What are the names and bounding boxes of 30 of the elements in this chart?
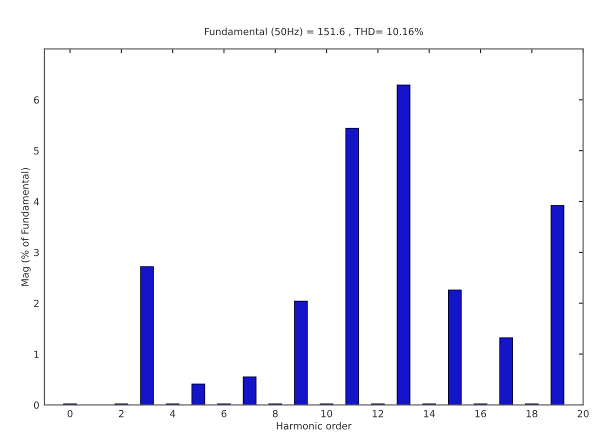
bar <box>448 290 462 405</box>
x-tick-label: 2 <box>118 410 124 418</box>
x-tick-label: 4 <box>170 410 176 418</box>
x-tick-label: 20 <box>578 410 589 418</box>
bar <box>499 337 513 405</box>
bar <box>140 266 154 405</box>
y-tick-label: 2 <box>34 300 39 307</box>
chart-title: Fundamental (50Hz) = 151.6 , THD= 10.16% <box>204 28 423 36</box>
x-tick-label: 6 <box>222 410 226 418</box>
x-tick-label: 12 <box>372 410 384 418</box>
bar <box>294 300 308 405</box>
x-tick-label: 18 <box>526 410 538 418</box>
bar <box>345 128 360 405</box>
y-axis-title: Mag (% of Fundamental) <box>21 168 31 286</box>
x-axis-title: Harmonic order <box>276 422 352 430</box>
bar <box>191 384 206 405</box>
y-tick-label: 1 <box>34 350 39 358</box>
bar <box>242 376 256 405</box>
x-tick-label: 10 <box>321 410 332 418</box>
x-tick-label: 8 <box>272 410 278 418</box>
bar <box>396 84 410 405</box>
y-tick-label: 4 <box>34 198 39 206</box>
x-tick-label: 16 <box>475 410 486 418</box>
y-tick-label: 0 <box>34 401 39 409</box>
x-tick-label: 14 <box>424 410 435 418</box>
y-tick-label: 6 <box>34 96 39 104</box>
y-tick-label: 3 <box>34 248 39 256</box>
y-tick-label: 5 <box>34 147 39 154</box>
x-tick-label: 0 <box>68 410 72 418</box>
bar <box>550 205 564 405</box>
